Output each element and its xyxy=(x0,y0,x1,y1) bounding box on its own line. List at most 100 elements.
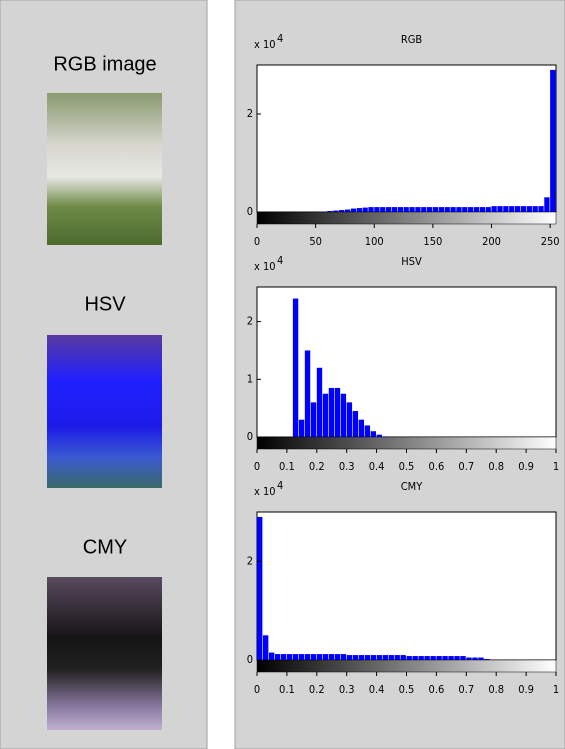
histogram-bar xyxy=(436,656,442,660)
histogram-bar xyxy=(550,69,556,213)
histogram-bar xyxy=(544,197,550,212)
histogram-bar xyxy=(356,208,362,212)
chart-title: RGB xyxy=(401,33,423,46)
histogram-bar xyxy=(382,436,388,437)
histogram-bar xyxy=(382,655,388,660)
histogram-bar xyxy=(358,655,365,660)
image-label: HSV xyxy=(84,293,126,315)
x-tick-label: 200 xyxy=(482,235,501,248)
histogram-bar xyxy=(409,207,415,212)
histogram-bar xyxy=(397,207,403,212)
x-tick-label: 0.1 xyxy=(279,460,295,473)
colorbar xyxy=(256,436,557,450)
colorbar xyxy=(256,659,557,673)
x-tick-label: 0 xyxy=(254,460,260,473)
histogram-bar xyxy=(346,402,353,437)
histogram-bar xyxy=(334,387,341,437)
y-tick-label: 2 xyxy=(247,554,253,567)
y-tick-label: 1 xyxy=(247,372,253,385)
x-tick-label: 0.5 xyxy=(399,683,415,696)
histogram-bar xyxy=(376,655,382,660)
histogram-bar xyxy=(406,656,412,660)
chart-title: CMY xyxy=(401,480,423,493)
histogram-bar xyxy=(268,652,275,660)
histogram-bar xyxy=(376,434,382,437)
x-tick-label: 0.8 xyxy=(488,683,504,696)
y-multiplier-exponent: 4 xyxy=(277,479,283,492)
histogram-bar xyxy=(385,207,392,212)
x-tick-label: 0 xyxy=(254,235,260,248)
histogram-bar xyxy=(274,654,281,660)
histogram-bar xyxy=(485,207,491,212)
x-tick-label: 0.9 xyxy=(518,683,534,696)
histogram-bar xyxy=(328,654,335,660)
histogram-bar xyxy=(310,402,317,437)
image-label: RGB image xyxy=(53,53,156,75)
x-tick-label: 0.5 xyxy=(399,460,415,473)
y-multiplier: x 10 xyxy=(254,38,276,51)
histogram-bar xyxy=(292,654,299,660)
x-tick-label: 1 xyxy=(553,460,559,473)
histogram-bar xyxy=(304,654,311,660)
histogram-bar xyxy=(316,367,323,437)
histogram-bar xyxy=(304,350,311,437)
histogram-bar xyxy=(362,207,368,212)
histogram-bar xyxy=(432,207,439,212)
histogram-bar xyxy=(370,655,376,660)
histogram-bar xyxy=(473,207,480,212)
cmy-image xyxy=(47,577,162,730)
histogram-bar xyxy=(364,655,371,660)
histogram-bar xyxy=(450,207,456,212)
histogram-bar xyxy=(491,206,497,212)
histogram-bar xyxy=(438,207,445,212)
histogram-bar xyxy=(257,516,263,660)
x-tick-label: 0 xyxy=(254,683,260,696)
histogram-bar xyxy=(444,207,450,212)
histogram-bar xyxy=(333,210,339,212)
x-tick-label: 0.4 xyxy=(369,683,385,696)
x-tick-label: 0.3 xyxy=(339,460,355,473)
histogram-bar xyxy=(262,635,269,660)
histogram-bar xyxy=(327,211,333,212)
y-tick-label: 0 xyxy=(247,430,253,443)
plot-area xyxy=(256,64,557,213)
y-multiplier: x 10 xyxy=(254,485,276,498)
histogram-bar xyxy=(456,207,462,212)
histogram-bar xyxy=(424,656,430,660)
histogram-bar xyxy=(391,207,398,212)
histogram-bar xyxy=(286,654,293,660)
chart-title: HSV xyxy=(401,255,422,268)
histogram-bar xyxy=(479,207,486,212)
histogram-bar xyxy=(484,659,490,660)
histogram-bar xyxy=(503,206,509,212)
histogram-bar xyxy=(418,656,424,660)
histogram-bar xyxy=(448,656,454,660)
histogram-bar xyxy=(532,206,538,212)
histogram-bar xyxy=(462,207,468,212)
rgb-image xyxy=(47,93,162,245)
y-multiplier: x 10 xyxy=(254,260,276,273)
histogram-bar xyxy=(421,207,427,212)
histogram-bar xyxy=(538,206,544,212)
x-tick-label: 100 xyxy=(365,235,384,248)
x-tick-label: 150 xyxy=(423,235,442,248)
histogram-bar xyxy=(339,210,345,212)
x-tick-label: 1 xyxy=(553,683,559,696)
histogram-bar xyxy=(394,655,400,660)
histogram-bar xyxy=(468,207,474,212)
x-tick-label: 50 xyxy=(309,235,322,248)
x-tick-label: 0.7 xyxy=(458,460,474,473)
histogram-bar xyxy=(403,207,409,212)
histogram-bar xyxy=(370,431,376,437)
y-tick-label: 0 xyxy=(247,205,253,218)
histogram-bar xyxy=(427,207,433,212)
histogram-bar xyxy=(292,298,299,437)
x-tick-label: 0.2 xyxy=(309,683,325,696)
x-tick-label: 0.8 xyxy=(488,460,504,473)
histogram-bar xyxy=(346,655,353,660)
histogram-bar xyxy=(310,654,317,660)
histogram-bar xyxy=(466,657,472,660)
x-tick-label: 0.4 xyxy=(369,460,385,473)
